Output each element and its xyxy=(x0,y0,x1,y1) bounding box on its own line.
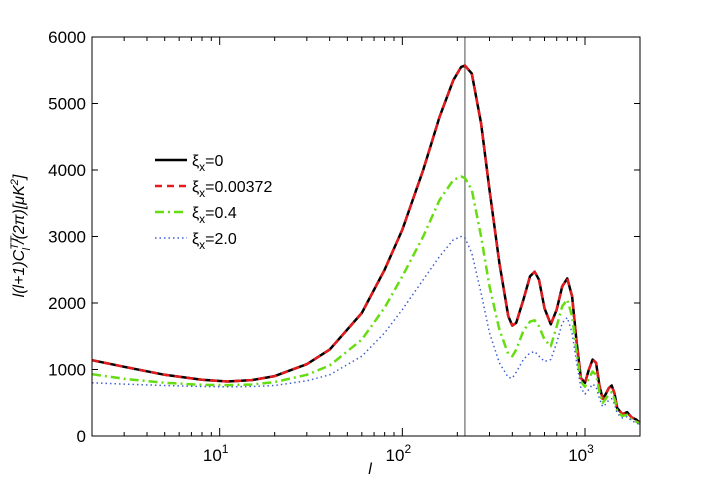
legend-label-0: ξx=0 xyxy=(192,153,224,174)
y-tick-label-5: 5000 xyxy=(48,95,86,114)
series-layer xyxy=(91,64,641,426)
x-tick-label-0: 101 xyxy=(203,442,229,465)
y-tick-label-2: 2000 xyxy=(48,294,86,313)
series-line-1 xyxy=(91,64,641,424)
y-tick-label-3: 3000 xyxy=(48,228,86,247)
series-line-2 xyxy=(91,175,641,426)
y-tick-label-4: 4000 xyxy=(48,161,86,180)
legend-label-1: ξx=0.00372 xyxy=(192,179,272,200)
plot-area xyxy=(92,37,640,436)
x-axis-label: l xyxy=(368,461,372,478)
series-line-3 xyxy=(91,235,641,426)
y-tick-label-0: 0 xyxy=(77,427,86,446)
legend: ξx=0 ξx=0.00372 ξx=0.4 ξx=2.0 xyxy=(155,153,272,252)
legend-label-2: ξx=0.4 xyxy=(192,205,237,226)
legend-label-3: ξx=2.0 xyxy=(192,231,237,252)
y-tick-label-6: 6000 xyxy=(48,28,86,47)
tick-layer: 0 1000 2000 3000 4000 5000 6000 101 102 103 xyxy=(48,28,641,465)
x-tick-label-2: 103 xyxy=(568,442,594,465)
x-tick-label-1: 102 xyxy=(386,442,412,465)
y-axis-label: l(l+1)CTTl/(2π)[μK2] xyxy=(9,174,33,297)
y-tick-label-1: 1000 xyxy=(48,361,86,380)
